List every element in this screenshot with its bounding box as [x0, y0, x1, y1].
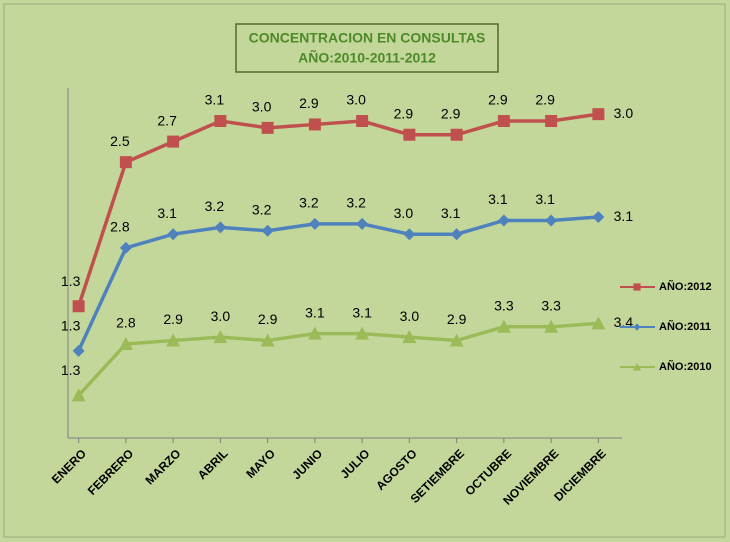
marker — [167, 228, 180, 241]
title-box — [235, 23, 499, 73]
legend-marker — [632, 362, 642, 371]
marker — [72, 300, 85, 313]
marker — [592, 108, 605, 121]
series-line — [76, 112, 599, 307]
data-label: 3.0 — [400, 308, 420, 324]
data-label: 2.9 — [258, 311, 278, 327]
series-line — [77, 215, 599, 352]
marker — [308, 118, 321, 131]
data-label: 3.1 — [352, 304, 372, 320]
marker — [545, 214, 558, 227]
marker — [450, 128, 463, 141]
series-line — [77, 321, 599, 397]
marker — [403, 228, 416, 241]
marker — [119, 156, 132, 169]
marker — [449, 333, 464, 347]
data-label: 2.9 — [441, 105, 461, 121]
chart-area — [3, 3, 726, 538]
marker — [214, 221, 227, 234]
marker — [356, 115, 369, 128]
data-label: 3.0 — [394, 205, 414, 221]
data-label: 3.2 — [252, 201, 272, 217]
data-label: 2.8 — [116, 315, 136, 331]
data-label: 3.0 — [211, 308, 231, 324]
marker — [260, 333, 275, 347]
legend-label: AÑO:2012 — [659, 280, 712, 293]
marker — [544, 319, 559, 333]
marker — [403, 128, 416, 141]
data-label: 2.9 — [299, 95, 319, 111]
marker — [402, 330, 417, 344]
data-label: 3.2 — [299, 195, 319, 211]
data-label: 2.9 — [163, 311, 183, 327]
marker — [119, 241, 132, 254]
data-label: 3.1 — [488, 191, 508, 207]
marker — [450, 228, 463, 241]
marker — [308, 217, 321, 230]
legend-label: AÑO:2010 — [659, 360, 712, 373]
data-label: 3.0 — [614, 105, 634, 121]
marker — [496, 319, 511, 333]
marker — [497, 115, 510, 128]
marker — [592, 211, 605, 224]
marker — [213, 330, 228, 344]
data-label: 2.8 — [110, 219, 130, 235]
data-label: 3.0 — [252, 99, 272, 115]
marker — [118, 336, 133, 350]
marker — [356, 217, 369, 230]
marker — [307, 326, 322, 340]
chart-title: CONCENTRACION EN CONSULTAS — [249, 30, 486, 46]
data-label: 3.1 — [305, 304, 325, 320]
legend-label: AÑO:2011 — [659, 320, 711, 333]
marker — [261, 224, 274, 237]
data-label: 2.9 — [447, 311, 467, 327]
marker — [355, 326, 370, 340]
data-label: 1.3 — [61, 362, 81, 378]
marker — [261, 121, 274, 134]
data-label: 3.3 — [494, 298, 514, 314]
data-label: 3.1 — [205, 92, 225, 108]
data-label: 1.3 — [61, 318, 81, 334]
data-label: 3.2 — [346, 195, 366, 211]
marker — [545, 115, 558, 128]
chart-subtitle: AÑO:2010-2011-2012 — [298, 49, 436, 66]
data-label: 2.9 — [535, 92, 555, 108]
marker — [591, 316, 606, 330]
data-label: 3.3 — [541, 298, 561, 314]
data-label: 3.1 — [157, 205, 177, 221]
marker — [214, 115, 227, 128]
data-label: 3.1 — [441, 205, 461, 221]
data-label: 2.5 — [110, 133, 130, 149]
marker — [497, 214, 510, 227]
data-label: 3.1 — [535, 191, 555, 207]
marker — [72, 344, 85, 357]
marker — [167, 135, 180, 148]
data-label: 2.9 — [488, 92, 508, 108]
marker — [166, 333, 181, 347]
data-label: 1.3 — [61, 273, 81, 289]
data-label: 3.0 — [346, 92, 366, 108]
marker — [71, 388, 86, 402]
legend-marker — [633, 283, 641, 291]
data-label: 2.9 — [394, 105, 414, 121]
data-label: 3.2 — [205, 198, 225, 214]
data-label: 3.1 — [614, 208, 634, 224]
data-label: 2.7 — [157, 112, 177, 128]
